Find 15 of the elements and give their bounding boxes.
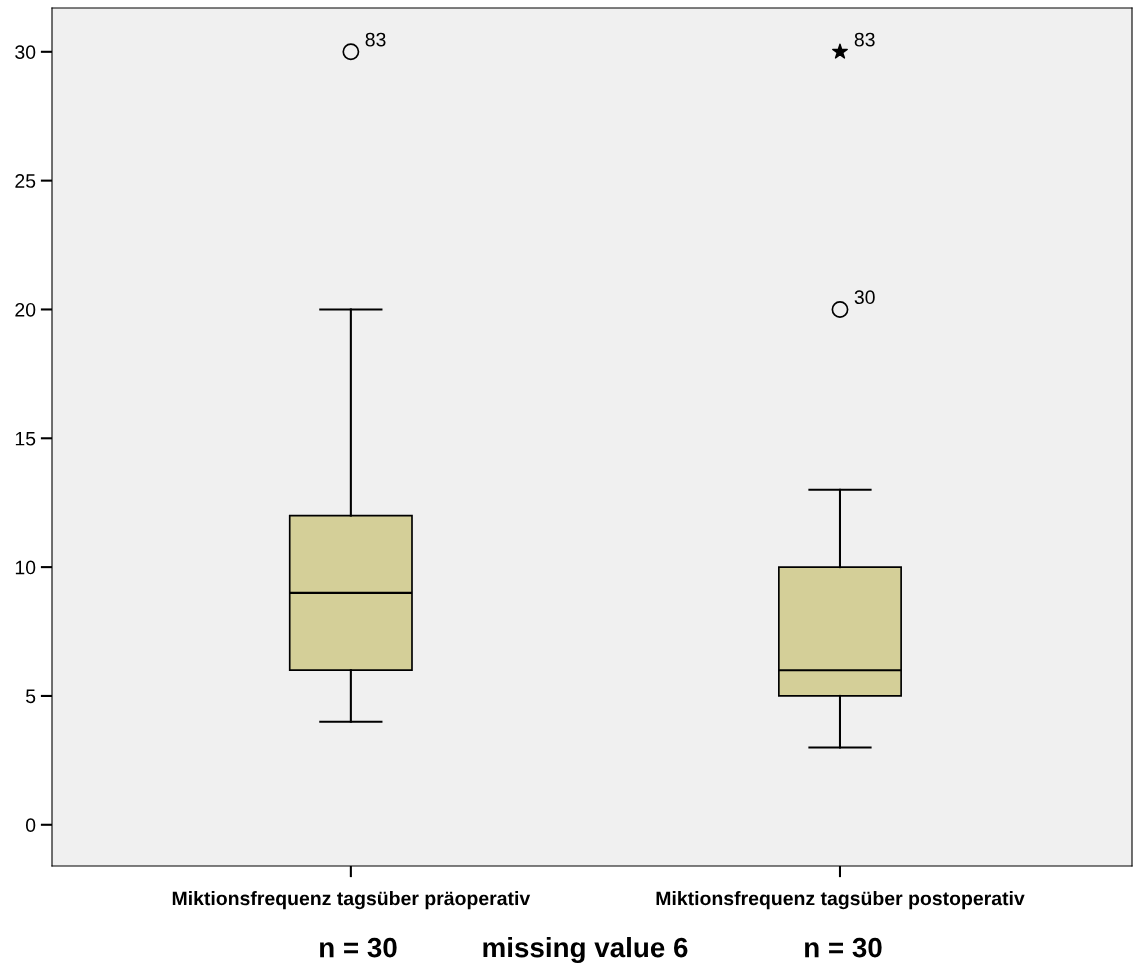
x-tick-label: Miktionsfrequenz tagsüber präoperativ: [172, 891, 531, 910]
y-tick-label: 20: [15, 302, 36, 317]
text: n = 30: [320, 937, 397, 958]
y-tick-label: 5: [25, 689, 36, 704]
x-tick-label: Miktionsfrequenz tagsüber postoperativ: [656, 891, 1025, 910]
text: missing value 6: [483, 936, 688, 964]
y-tick-label: 0: [25, 818, 36, 833]
y-tick-label: 10: [15, 560, 36, 575]
y-tick-label: 15: [15, 431, 36, 446]
text: n = 30: [805, 937, 882, 958]
annotation: 83: [365, 32, 386, 47]
y-tick-label: 25: [15, 174, 36, 188]
annotation: 83: [854, 32, 875, 47]
y-tick-label: 30: [15, 45, 36, 60]
annotation: 30: [854, 290, 875, 305]
